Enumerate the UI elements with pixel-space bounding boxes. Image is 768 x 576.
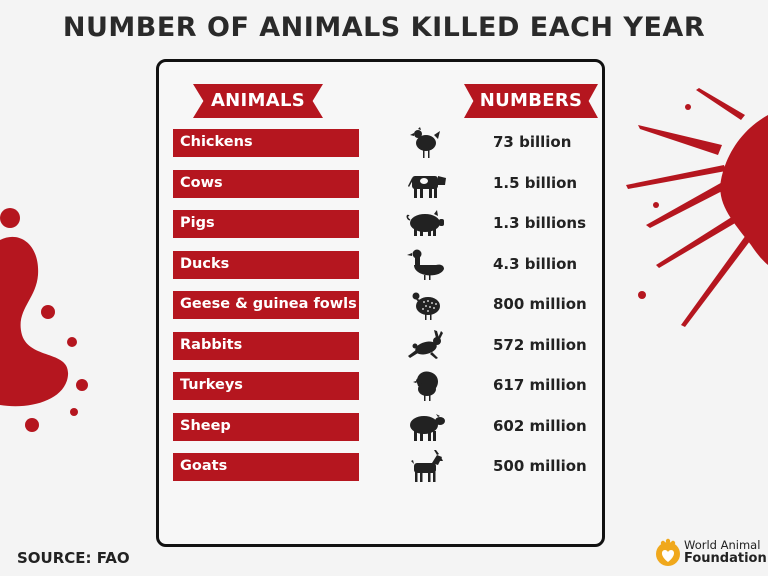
animal-number: 1.3 billions bbox=[493, 214, 587, 232]
animal-number: 602 million bbox=[493, 417, 587, 435]
animal-number: 73 billion bbox=[493, 133, 572, 151]
table-row: Ducks 4.3 billion bbox=[159, 249, 602, 281]
data-card: ANIMALS NUMBERS Chickens 73 billion Cows bbox=[156, 59, 605, 547]
animal-label: Geese & guinea fowls bbox=[173, 291, 359, 319]
brand-logo: World Animal Foundation bbox=[654, 535, 767, 571]
animal-number: 500 million bbox=[493, 457, 587, 475]
animal-number: 800 million bbox=[493, 295, 587, 313]
turkey-icon bbox=[413, 371, 438, 401]
table-row: Cows 1.5 billion bbox=[159, 170, 602, 200]
table-row: Goats 500 million bbox=[159, 450, 602, 483]
animal-label: Rabbits bbox=[173, 332, 359, 360]
guinea-fowl-icon bbox=[412, 292, 440, 320]
source-note: SOURCE: FAO bbox=[17, 549, 130, 567]
animal-label: Pigs bbox=[173, 210, 359, 238]
logo-line2: Foundation bbox=[684, 551, 767, 566]
chicken-icon bbox=[410, 127, 440, 158]
page-title: NUMBER OF ANIMALS KILLED EACH YEAR bbox=[62, 12, 706, 43]
blood-splatter-left bbox=[0, 208, 88, 432]
animal-number: 1.5 billion bbox=[493, 174, 578, 192]
sheep-icon bbox=[410, 414, 445, 441]
rabbit-icon bbox=[408, 330, 443, 359]
animals-header: ANIMALS bbox=[193, 84, 323, 118]
animal-label: Sheep bbox=[173, 413, 359, 441]
table-row: Pigs 1.3 billions bbox=[159, 210, 602, 240]
animal-number: 572 million bbox=[493, 336, 587, 354]
table-row: Chickens 73 billion bbox=[159, 127, 602, 159]
duck-icon bbox=[407, 249, 444, 280]
animal-label: Ducks bbox=[173, 251, 359, 279]
table-row: Geese & guinea fowls 800 million bbox=[159, 291, 602, 321]
numbers-header: NUMBERS bbox=[464, 84, 598, 118]
goat-icon bbox=[411, 450, 443, 482]
cow-icon bbox=[408, 176, 446, 198]
pig-icon bbox=[406, 210, 444, 236]
animal-number: 617 million bbox=[493, 376, 587, 394]
logo-line1: World Animal bbox=[684, 538, 761, 552]
table-row: Sheep 602 million bbox=[159, 413, 602, 443]
table-row: Turkeys 617 million bbox=[159, 371, 602, 402]
animal-number: 4.3 billion bbox=[493, 255, 578, 273]
animal-label: Cows bbox=[173, 170, 359, 198]
animal-label: Goats bbox=[173, 453, 359, 481]
paw-heart-icon bbox=[656, 538, 680, 566]
animal-label: Chickens bbox=[173, 129, 359, 157]
table-row: Rabbits 572 million bbox=[159, 330, 602, 362]
animal-label: Turkeys bbox=[173, 372, 359, 400]
blood-splatter-right bbox=[626, 88, 768, 327]
